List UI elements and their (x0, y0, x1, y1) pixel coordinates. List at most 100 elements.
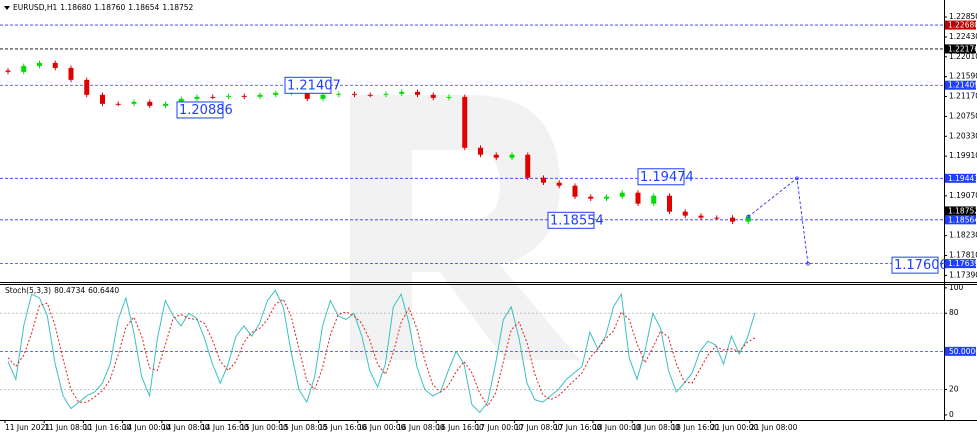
forecast-line (747, 177, 809, 264)
annotation-box (176, 101, 224, 119)
candle-body (383, 93, 389, 95)
candle-body (210, 96, 216, 98)
annotation-label: 1.17606 (894, 258, 948, 273)
candle-body (446, 96, 452, 98)
x-tick-label: 17 Jun 08:00 (515, 423, 563, 432)
stoch-line (7, 298, 756, 407)
x-tick-label: 15 Jun 00:00 (240, 423, 288, 432)
candle-body (525, 154, 531, 178)
level-box (945, 215, 976, 225)
y-tick-label: 1.22850 (949, 12, 977, 21)
menu-triangle (4, 6, 10, 10)
level-label: 1.18752 (948, 206, 977, 215)
y-tick-label: 1.20330 (949, 131, 977, 140)
x-tick-label: 11 Jun 16:00 (83, 423, 131, 432)
x-tick-label: 14 Jun 16:00 (201, 423, 249, 432)
candle-body (257, 94, 263, 97)
candle-body (556, 182, 562, 186)
candle-body (604, 196, 609, 199)
level-label: 1.21409 (948, 81, 977, 90)
candle-body (588, 196, 594, 199)
level-label: 1.22680 (948, 21, 977, 30)
candle-body (178, 98, 184, 104)
x-tick-label: 16 Jun 08:00 (397, 423, 445, 432)
level-label: 1.19441 (948, 174, 977, 183)
header-close: 1.18752 (162, 3, 194, 12)
x-tick-label: 17 Jun 16:00 (554, 423, 602, 432)
annotation-box (284, 76, 332, 94)
x-tick-label: 17 Jun 00:00 (475, 423, 523, 432)
y-tick-label: 100 (949, 283, 964, 292)
candle-body (147, 101, 153, 106)
candle-body (241, 95, 247, 97)
x-tick-label: 18 Jun 08:00 (632, 423, 680, 432)
y-tick-label: 1.19910 (949, 151, 977, 160)
x-tick-label: 21 Jun 08:00 (750, 423, 798, 432)
x-tick-label: 14 Jun 08:00 (162, 423, 210, 432)
candle-body (651, 195, 657, 204)
y-tick-label: 80 (949, 308, 959, 317)
watermark-logo (350, 95, 580, 360)
level-box (945, 206, 976, 216)
candle-body (619, 192, 625, 197)
price-header: EURUSD,H1 1.18680 1.18760 1.18654 1.1875… (13, 3, 193, 13)
header-high: 1.18760 (94, 3, 126, 12)
stoch-header: Stoch(5,3,3) 80.4734 60.6440 (5, 286, 119, 296)
annotation-box (637, 168, 685, 186)
annotation-label: 1.20886 (179, 103, 233, 118)
candle-body (37, 62, 42, 66)
plot-layer: 1.22850 1.22430 1.22010 1.21590 1.21170 1.207… (0, 12, 977, 432)
level-label: 1.22176 (948, 44, 977, 53)
y-tick-label: 0 (949, 410, 954, 419)
candle-body (194, 96, 200, 99)
candle-body (336, 93, 342, 95)
y-tick-label: 1.20750 (949, 111, 977, 120)
x-tick-label: 18 Jun 00:00 (593, 423, 641, 432)
candle-body (682, 211, 688, 216)
forecast-point (795, 176, 799, 181)
candle-body (273, 92, 279, 95)
x-tick-label: 21 Jun 00:00 (711, 423, 759, 432)
candle-body (115, 103, 121, 105)
candle-body (84, 79, 90, 95)
candle-body (367, 94, 373, 96)
x-tick-label: 15 Jun 16:00 (319, 423, 367, 432)
candle-body (698, 215, 704, 218)
x-tick-label: 16 Jun 16:00 (436, 423, 484, 432)
level-label: 50.0000 (949, 347, 977, 356)
x-tick-label: 18 Jun 16:00 (671, 423, 719, 432)
candle-body (541, 177, 546, 183)
annotation-label: 1.18554 (550, 213, 604, 228)
candle-body (304, 89, 310, 99)
x-tick-label: 16 Jun 00:00 (358, 423, 406, 432)
y-tick-label: 1.17390 (949, 270, 977, 279)
candle-body (462, 96, 468, 148)
level-label: 1.18564 (948, 215, 977, 224)
candle-body (572, 185, 578, 197)
forecast-point (806, 261, 810, 266)
y-tick-label: 20 (949, 384, 959, 393)
candle-body (163, 103, 168, 106)
x-tick-label: 11 Jun 2021 (5, 423, 50, 432)
y-tick-label: 1.17810 (949, 251, 977, 260)
y-tick-label: 1.21590 (949, 72, 977, 81)
level-box (945, 346, 976, 356)
candle-body (352, 93, 357, 95)
candle-body (52, 62, 58, 68)
x-tick-label: 15 Jun 08:00 (279, 423, 327, 432)
annotation-box (547, 211, 595, 229)
candle-body (730, 217, 735, 222)
x-tick-label: 14 Jun 00:00 (123, 423, 171, 432)
candle-body (667, 195, 672, 212)
symbol: EURUSD,H1 (13, 3, 58, 12)
candle-body (745, 216, 751, 222)
candle-body (21, 65, 27, 72)
level-box (945, 44, 976, 54)
y-tick-label: 1.18230 (949, 231, 977, 240)
candle-body (478, 147, 483, 155)
header-low: 1.18654 (128, 3, 160, 12)
candle-body (68, 67, 74, 80)
y-tick-label: 1.21170 (949, 92, 977, 101)
